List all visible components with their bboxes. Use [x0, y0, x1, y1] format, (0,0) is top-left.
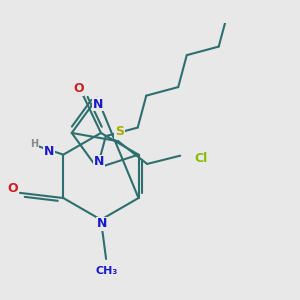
Text: S: S: [115, 125, 124, 138]
Text: Cl: Cl: [195, 152, 208, 165]
Text: N: N: [94, 155, 104, 168]
Text: O: O: [8, 182, 18, 195]
Text: N: N: [97, 218, 107, 230]
Text: N: N: [93, 98, 104, 110]
Text: O: O: [73, 82, 83, 95]
Text: H: H: [30, 139, 38, 149]
Text: CH₃: CH₃: [96, 266, 118, 276]
Text: N: N: [44, 145, 54, 158]
